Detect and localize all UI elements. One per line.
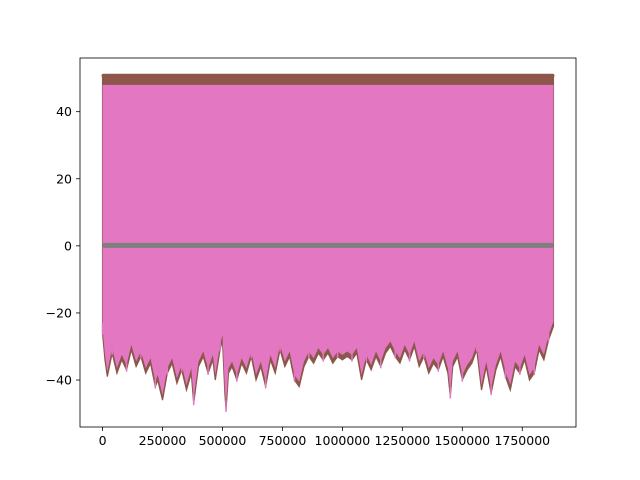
x-tick-label: 1000000 (315, 433, 371, 448)
y-tick-label: 20 (56, 171, 72, 186)
x-tick-label: 1250000 (375, 433, 431, 448)
axes-frame (79, 57, 577, 428)
axes: 0 250000 500000 750000 1000000 1250000 1500000… (46, 57, 577, 448)
x-tick-label: 0 (99, 433, 107, 448)
x-tick-label: 500000 (199, 433, 247, 448)
y-tick-label: 40 (56, 104, 72, 119)
x-tick-label: 1500000 (434, 433, 490, 448)
y-tick-label: −40 (46, 373, 72, 388)
x-tick-label: 250000 (139, 433, 187, 448)
plot-area (101, 73, 555, 412)
x-tick-label: 750000 (259, 433, 307, 448)
x-tick-label: 1750000 (494, 433, 550, 448)
y-tick-label: 0 (64, 238, 72, 253)
series-brown-top (101, 73, 555, 78)
series-gray-band (102, 242, 554, 248)
y-tick-label: −20 (46, 305, 72, 320)
